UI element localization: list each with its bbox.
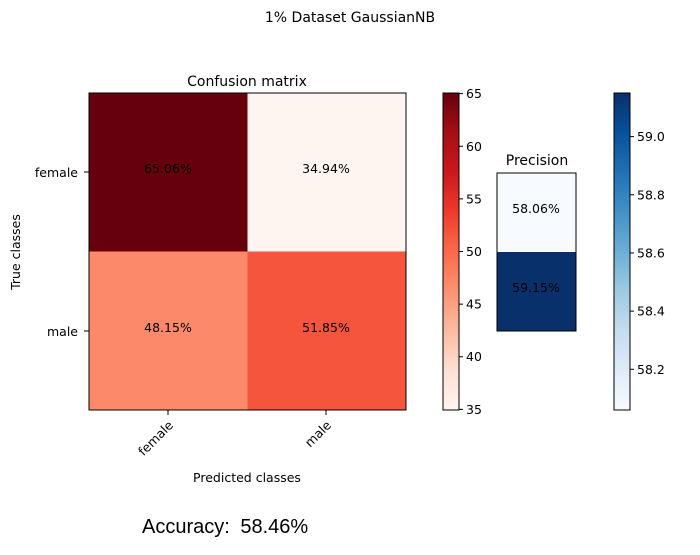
blues-colorbar-tick-label-3: 58.8 [637,187,665,202]
precision-cell-label-0: 58.06% [512,201,560,216]
reds-colorbar-tick-label-0: 35 [466,402,482,417]
blues-colorbar-tick-label-0: 58.2 [637,362,665,377]
cm-cell-label-0-0: 65.06% [144,161,192,176]
blues-colorbar [613,92,631,411]
y-tick-label-female: female [35,165,78,180]
precision-title: Precision [506,153,568,169]
blues-colorbar-tick-label-4: 59.0 [637,129,665,144]
cm-cell-label-1-0: 48.15% [144,320,192,335]
reds-colorbar-tick-label-3: 50 [466,244,482,259]
precision-cell-1 [497,252,576,332]
accuracy-label: Accuracy: [142,516,230,538]
precision-cell-label-1: 59.15% [512,280,560,295]
blues-colorbar-tick-label-2: 58.6 [637,245,665,260]
cm-cell-0-0 [89,93,248,252]
blues-colorbar-tick-label-1: 58.4 [637,304,665,319]
reds-colorbar-tick-label-4: 55 [466,191,482,206]
reds-colorbar-tick-label-1: 40 [466,349,482,364]
reds-colorbar-tick-label-6: 65 [466,86,482,101]
confusion-matrix-cells [89,93,407,411]
reds-colorbar-tick-label-2: 45 [466,297,482,312]
confusion-matrix-frame [88,92,407,411]
cm-cell-0-1 [247,93,407,252]
accuracy-value: 58.46% [240,516,308,538]
x-tick-label-male: male [302,417,335,450]
cm-cell-1-0 [89,251,248,411]
figure-title: 1% Dataset GaussianNB [265,10,435,26]
precision-cell-0 [497,173,576,253]
x-axis-label: Predicted classes [193,470,301,485]
confusion-matrix-title: Confusion matrix [187,74,307,90]
cm-cell-label-1-1: 51.85% [302,320,350,335]
cm-cell-1-1 [247,251,407,411]
y-axis-label: True classes [8,214,23,291]
y-tick-label-male: male [47,324,78,339]
x-tick-label-female: female [135,417,176,458]
blues-colorbar-ticks: 58.2 58.4 58.6 58.8 59.0 [630,129,665,377]
cm-cell-label-0-1: 34.94% [302,161,350,176]
precision-frame [496,172,577,332]
reds-colorbar-ticks: 35 40 45 50 55 60 65 [459,86,482,417]
precision-cells [497,173,576,332]
reds-colorbar [442,92,460,411]
accuracy-text: Accuracy: 58.46% [142,516,308,538]
reds-colorbar-tick-label-5: 60 [466,139,482,154]
